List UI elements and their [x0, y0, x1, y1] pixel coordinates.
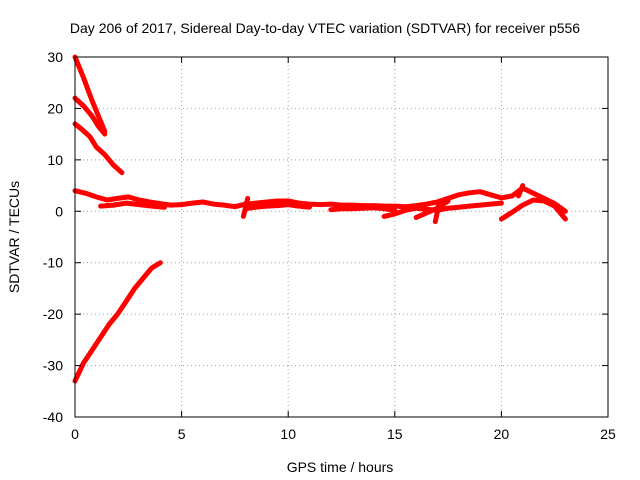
- y-tick-label: -30: [43, 358, 63, 374]
- series-line-6: [98, 200, 167, 210]
- grid-layer: [75, 57, 608, 417]
- series-line-8: [328, 205, 398, 213]
- series-line-4: [72, 260, 163, 384]
- series-line-11: [413, 198, 451, 220]
- series-line-7: [243, 202, 312, 212]
- y-tick-label: 0: [55, 203, 63, 219]
- x-axis-label: GPS time / hours: [287, 459, 394, 475]
- series-line-9: [381, 200, 504, 219]
- y-tick-label: 20: [47, 100, 63, 116]
- y-tick-label: -40: [43, 409, 63, 425]
- x-tick-label: 15: [387, 426, 403, 442]
- series-layer: [72, 54, 568, 384]
- y-axis-label: SDTVAR / TECUs: [6, 181, 22, 293]
- series-line-5: [72, 185, 568, 214]
- chart-title: Day 206 of 2017, Sidereal Day-to-day VTE…: [70, 20, 580, 36]
- x-tick-label: 0: [71, 426, 79, 442]
- series-line-10: [498, 197, 568, 222]
- x-tick-label: 25: [600, 426, 616, 442]
- series-line-1: [72, 54, 108, 135]
- x-tick-label: 10: [280, 426, 296, 442]
- tick-layer: 0 5 10 15 20 25 30 20 10 0 -10 -20 -30 -40: [43, 49, 616, 442]
- y-tick-label: 30: [47, 49, 63, 65]
- plot-frame: [74, 56, 609, 418]
- series-line-13: [432, 198, 443, 225]
- series-line-14: [516, 183, 526, 199]
- y-tick-label: -20: [43, 306, 63, 322]
- y-tick-label: -10: [43, 255, 63, 271]
- y-tick-label: 10: [47, 152, 63, 168]
- x-tick-label: 20: [494, 426, 510, 442]
- series-line-3: [72, 121, 125, 176]
- series-line-12: [240, 195, 251, 219]
- x-tick-label: 5: [178, 426, 186, 442]
- series-line-2: [72, 95, 108, 137]
